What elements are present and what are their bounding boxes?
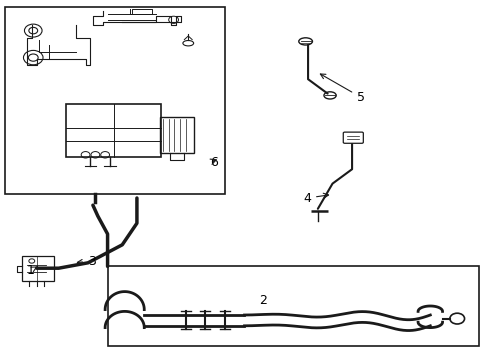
Text: 2: 2 <box>259 294 266 307</box>
Text: 3: 3 <box>77 255 96 267</box>
Text: 5: 5 <box>320 74 364 104</box>
Text: 1: 1 <box>27 264 38 276</box>
Bar <box>66 104 161 157</box>
Bar <box>160 117 193 153</box>
Bar <box>107 266 478 346</box>
Text: 6: 6 <box>210 156 218 168</box>
Bar <box>5 7 224 194</box>
Text: 4: 4 <box>303 192 328 204</box>
Bar <box>22 256 54 281</box>
